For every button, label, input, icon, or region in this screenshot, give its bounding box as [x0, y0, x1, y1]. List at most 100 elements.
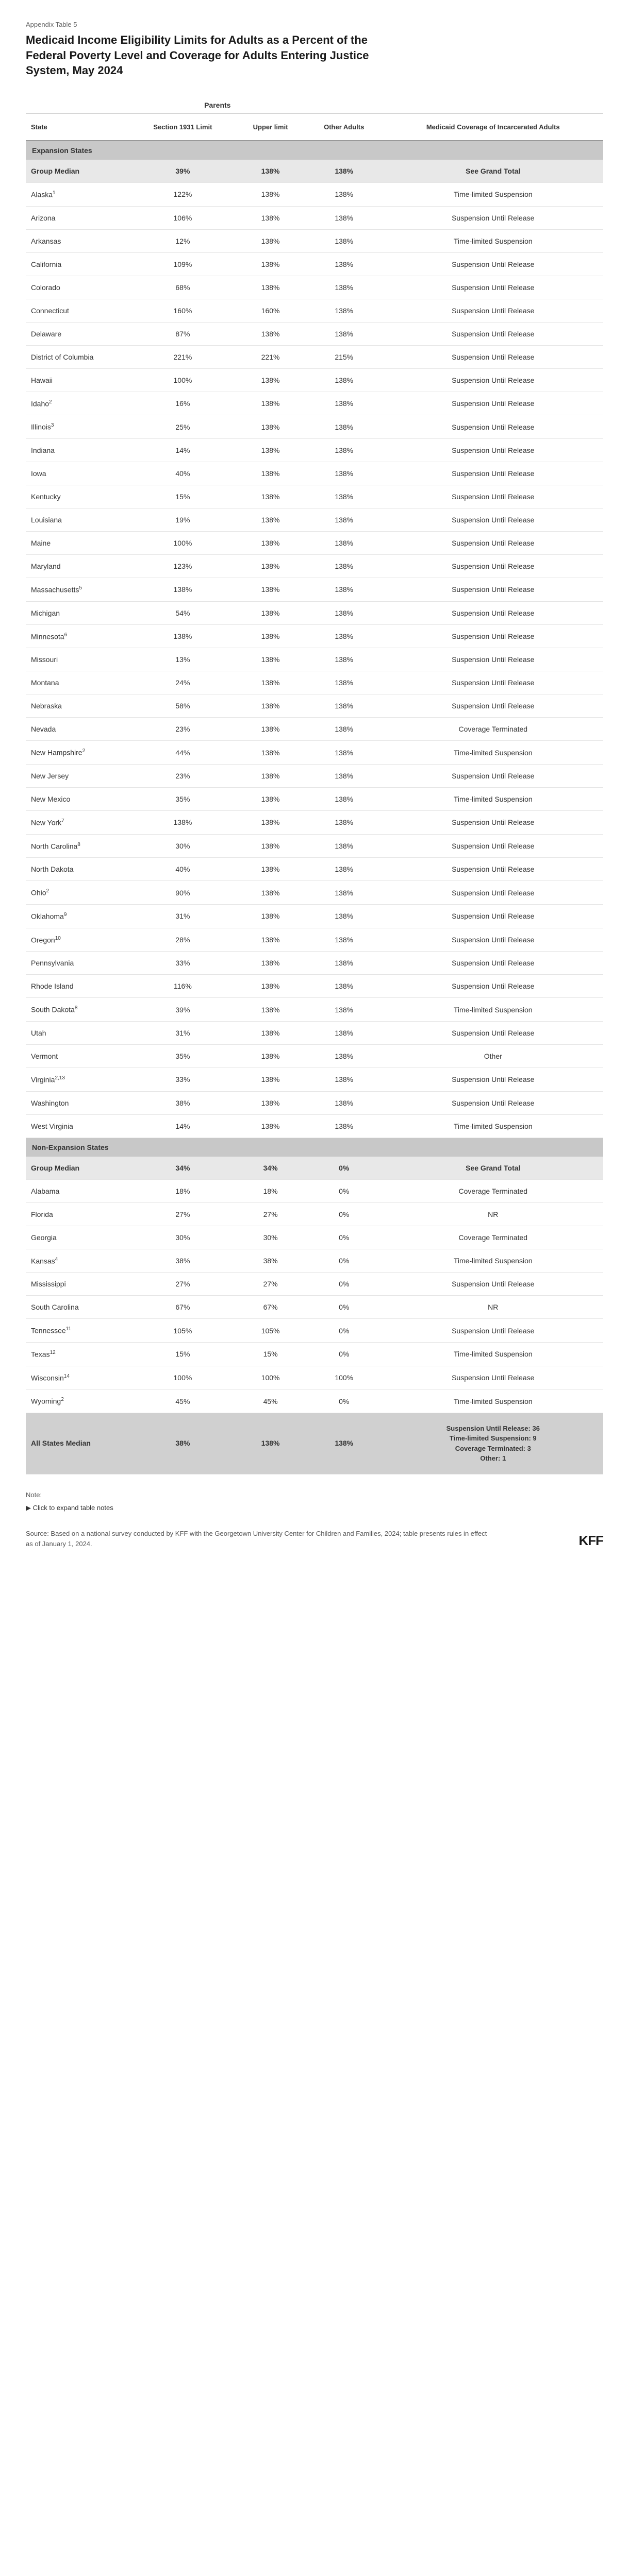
- table-cell: 38%: [130, 1413, 236, 1474]
- table-row: Nebraska58%138%138%Suspension Until Rele…: [26, 694, 603, 718]
- table-cell: 138%: [305, 578, 383, 602]
- state-cell: Texas12: [26, 1342, 130, 1366]
- table-cell: 138%: [236, 1021, 305, 1044]
- table-row: California109%138%138%Suspension Until R…: [26, 252, 603, 276]
- table-cell: Suspension Until Release: [383, 299, 603, 322]
- table-cell: 138%: [236, 858, 305, 881]
- table-cell: 19%: [130, 509, 236, 532]
- section-header-row: Non-Expansion States: [26, 1138, 603, 1157]
- state-cell: New Jersey: [26, 765, 130, 788]
- table-cell: 35%: [130, 788, 236, 811]
- state-cell: Idaho2: [26, 392, 130, 415]
- table-row: Washington38%138%138%Suspension Until Re…: [26, 1091, 603, 1114]
- table-row: Arizona106%138%138%Suspension Until Rele…: [26, 206, 603, 229]
- table-cell: 100%: [130, 532, 236, 555]
- table-cell: Suspension Until Release: [383, 811, 603, 835]
- table-cell: 25%: [130, 415, 236, 439]
- table-cell: Suspension Until Release: [383, 1319, 603, 1343]
- table-cell: 221%: [236, 345, 305, 368]
- table-cell: 34%: [130, 1157, 236, 1180]
- expand-notes-toggle[interactable]: ▶ Click to expand table notes: [26, 1503, 603, 1514]
- table-cell: Suspension Until Release: [383, 439, 603, 462]
- table-row: Massachusetts5138%138%138%Suspension Unt…: [26, 578, 603, 602]
- page-title: Medicaid Income Eligibility Limits for A…: [26, 32, 387, 78]
- table-cell: 138%: [236, 1114, 305, 1138]
- table-cell: 138%: [236, 1091, 305, 1114]
- table-cell: 138%: [236, 183, 305, 207]
- table-cell: Suspension Until Release: [383, 694, 603, 718]
- table-cell: 45%: [236, 1389, 305, 1413]
- col-section1931: Section 1931 Limit: [130, 114, 236, 141]
- table-cell: See Grand Total: [383, 160, 603, 183]
- table-cell: Suspension Until Release: [383, 952, 603, 975]
- table-cell: Suspension Until Release: [383, 648, 603, 671]
- table-cell: 31%: [130, 1021, 236, 1044]
- table-cell: 138%: [305, 299, 383, 322]
- table-row: Delaware87%138%138%Suspension Until Rele…: [26, 322, 603, 345]
- table-cell: 138%: [236, 694, 305, 718]
- table-cell: 30%: [236, 1226, 305, 1249]
- table-cell: 38%: [236, 1249, 305, 1273]
- state-cell: Minnesota6: [26, 624, 130, 648]
- table-cell: 18%: [130, 1179, 236, 1202]
- table-row: Ohio290%138%138%Suspension Until Release: [26, 881, 603, 905]
- state-cell: Tennessee11: [26, 1319, 130, 1343]
- table-cell: 138%: [305, 368, 383, 392]
- table-cell: 138%: [305, 975, 383, 998]
- table-cell: Suspension Until Release: [383, 928, 603, 952]
- table-cell: 138%: [305, 671, 383, 694]
- state-cell: Alaska1: [26, 183, 130, 207]
- state-cell: Massachusetts5: [26, 578, 130, 602]
- table-row: Utah31%138%138%Suspension Until Release: [26, 1021, 603, 1044]
- state-cell: Nevada: [26, 718, 130, 741]
- table-cell: 90%: [130, 881, 236, 905]
- table-row: Oregon1028%138%138%Suspension Until Rele…: [26, 928, 603, 952]
- table-cell: Other: [383, 1044, 603, 1067]
- table-cell: Suspension Until Release: [383, 1067, 603, 1091]
- state-cell: Washington: [26, 1091, 130, 1114]
- table-row: Pennsylvania33%138%138%Suspension Until …: [26, 952, 603, 975]
- table-row: Vermont35%138%138%Other: [26, 1044, 603, 1067]
- table-cell: 67%: [236, 1296, 305, 1319]
- table-cell: Suspension Until Release: [383, 368, 603, 392]
- state-cell: Indiana: [26, 439, 130, 462]
- table-row: Oklahoma931%138%138%Suspension Until Rel…: [26, 904, 603, 928]
- table-cell: 106%: [130, 206, 236, 229]
- table-cell: Suspension Until Release: [383, 509, 603, 532]
- table-cell: 215%: [305, 345, 383, 368]
- table-cell: 15%: [130, 1342, 236, 1366]
- table-cell: 138%: [236, 952, 305, 975]
- table-cell: Group Median: [26, 160, 130, 183]
- column-header-row: State Section 1931 Limit Upper limit Oth…: [26, 114, 603, 141]
- table-cell: 38%: [130, 1091, 236, 1114]
- table-row: Nevada23%138%138%Coverage Terminated: [26, 718, 603, 741]
- table-cell: 116%: [130, 975, 236, 998]
- state-cell: Kentucky: [26, 485, 130, 509]
- note-label: Note:: [26, 1490, 603, 1501]
- table-cell: 27%: [130, 1273, 236, 1296]
- table-cell: 45%: [130, 1389, 236, 1413]
- group-median-row: Group Median39%138%138%See Grand Total: [26, 160, 603, 183]
- table-cell: Suspension Until Release: [383, 485, 603, 509]
- table-cell: Suspension Until Release: [383, 415, 603, 439]
- table-cell: 138%: [305, 322, 383, 345]
- table-cell: 138%: [130, 811, 236, 835]
- table-cell: Suspension Until Release: [383, 392, 603, 415]
- state-cell: New York7: [26, 811, 130, 835]
- state-cell: Kansas4: [26, 1249, 130, 1273]
- table-cell: 105%: [236, 1319, 305, 1343]
- table-cell: 138%: [305, 532, 383, 555]
- table-cell: 138%: [305, 1021, 383, 1044]
- table-cell: 138%: [305, 1044, 383, 1067]
- table-cell: 138%: [305, 601, 383, 624]
- table-cell: 138%: [305, 624, 383, 648]
- table-cell: Suspension Until Release: [383, 858, 603, 881]
- table-row: Louisiana19%138%138%Suspension Until Rel…: [26, 509, 603, 532]
- table-row: Alaska1122%138%138%Time-limited Suspensi…: [26, 183, 603, 207]
- state-cell: Illinois3: [26, 415, 130, 439]
- table-cell: Group Median: [26, 1157, 130, 1180]
- table-cell: 0%: [305, 1273, 383, 1296]
- table-row: Georgia30%30%0%Coverage Terminated: [26, 1226, 603, 1249]
- kff-logo: KFF: [578, 1533, 603, 1549]
- table-cell: 138%: [236, 648, 305, 671]
